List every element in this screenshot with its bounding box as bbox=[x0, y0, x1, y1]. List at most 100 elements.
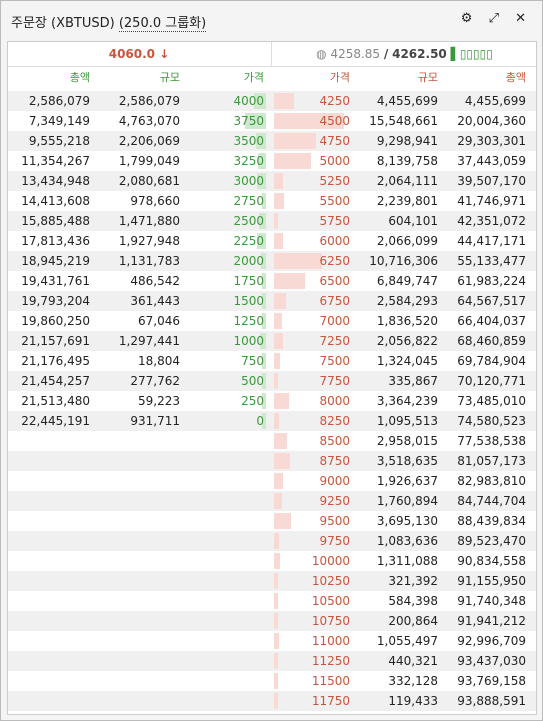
ask-price: 4500 bbox=[319, 114, 350, 128]
ask-total: 91,740,348 bbox=[457, 594, 526, 608]
header: 주문장 (XBTUSD) (250.0 그룹화) ⚙ ⤢ ✕ bbox=[1, 1, 542, 39]
index-price: ◍ 4258.85 / 4262.50 ▌▯▯▯▯▯ bbox=[271, 42, 536, 66]
bid-price: 2500 bbox=[233, 214, 264, 228]
ask-total: 73,485,010 bbox=[457, 394, 526, 408]
book-row: 13,434,948 2,080,681 3000 5250 2,064,111 39,5… bbox=[8, 171, 536, 191]
bid-size: 18,804 bbox=[138, 354, 180, 368]
depth-bar bbox=[274, 453, 290, 469]
ask-price: 10500 bbox=[311, 594, 350, 608]
book-row: 11500 332,128 93,769,158 bbox=[8, 671, 536, 691]
ask-total: 70,120,771 bbox=[457, 374, 526, 388]
ask-size: 2,239,801 bbox=[376, 194, 438, 208]
depth-bar bbox=[274, 593, 278, 609]
depth-bar bbox=[274, 673, 278, 689]
bid-total: 21,157,691 bbox=[21, 334, 90, 348]
book-row: 7,349,149 4,763,070 3750 4500 15,548,661 20,0… bbox=[8, 111, 536, 131]
bid-total: 14,413,608 bbox=[21, 194, 90, 208]
ask-total: 74,580,523 bbox=[457, 414, 526, 428]
ask-size: 2,064,111 bbox=[376, 174, 438, 188]
book-row: 9750 1,083,636 89,523,470 bbox=[8, 531, 536, 551]
depth-bar bbox=[274, 93, 295, 109]
ask-price: 4250 bbox=[319, 94, 350, 108]
depth-bar bbox=[262, 273, 266, 289]
depth-bar bbox=[257, 233, 266, 249]
bid-size: 361,443 bbox=[130, 294, 180, 308]
depth-bar bbox=[274, 613, 278, 629]
depth-bar bbox=[274, 553, 280, 569]
column-label: 총액 bbox=[505, 71, 526, 84]
bid-price: 2750 bbox=[233, 194, 264, 208]
ask-price: 10000 bbox=[311, 554, 350, 568]
depth-bar bbox=[262, 373, 266, 389]
ask-size: 1,055,497 bbox=[376, 634, 438, 648]
ask-total: 42,351,072 bbox=[457, 214, 526, 228]
ask-size: 9,298,941 bbox=[376, 134, 438, 148]
ask-price: 4750 bbox=[319, 134, 350, 148]
bid-price: 1000 bbox=[233, 334, 264, 348]
ask-total: 93,437,030 bbox=[457, 654, 526, 668]
ask-price: 7750 bbox=[319, 374, 350, 388]
ask-price: 9250 bbox=[319, 494, 350, 508]
title-text: 주문장 (XBTUSD) bbox=[11, 16, 115, 31]
order-book: 4060.0 ↓ ◍ 4258.85 / 4262.50 ▌▯▯▯▯▯ 총액 규모… bbox=[7, 41, 537, 715]
bid-price: 750 bbox=[241, 354, 264, 368]
grouping[interactable]: (250.0 그룹화) bbox=[118, 16, 207, 32]
mark-price: 4262.50 bbox=[392, 47, 447, 61]
ask-price: 7500 bbox=[319, 354, 350, 368]
ask-size: 3,695,130 bbox=[376, 514, 438, 528]
bid-size: 277,762 bbox=[130, 374, 180, 388]
ask-size: 2,056,822 bbox=[376, 334, 438, 348]
ask-total: 91,941,212 bbox=[457, 614, 526, 628]
depth-bar bbox=[274, 293, 286, 309]
book-row: 11,354,267 1,799,049 3250 5000 8,139,758 37,4… bbox=[8, 151, 536, 171]
bid-size: 1,927,948 bbox=[118, 234, 180, 248]
ask-size: 119,433 bbox=[388, 694, 438, 708]
ask-price: 6250 bbox=[319, 254, 350, 268]
depth-bar bbox=[274, 693, 278, 709]
ask-price: 11500 bbox=[311, 674, 350, 688]
index-price-text: 4258.85 bbox=[330, 47, 381, 61]
depth-bar bbox=[274, 473, 283, 489]
ask-size: 1,760,894 bbox=[376, 494, 438, 508]
bid-total: 2,586,079 bbox=[28, 94, 90, 108]
book-row: 9500 3,695,130 88,439,834 bbox=[8, 511, 536, 531]
book-row: 11250 440,321 93,437,030 bbox=[8, 651, 536, 671]
column-label: 규모 bbox=[159, 71, 180, 84]
bid-size: 1,131,783 bbox=[118, 254, 180, 268]
ask-total: 77,538,538 bbox=[457, 434, 526, 448]
ask-size: 1,324,045 bbox=[376, 354, 438, 368]
column-label: 총액 bbox=[69, 71, 90, 84]
bid-total: 7,349,149 bbox=[28, 114, 90, 128]
bid-price: 2250 bbox=[233, 234, 264, 248]
book-row: 18,945,219 1,131,783 2000 6250 10,716,306 55,… bbox=[8, 251, 536, 271]
book-row: 21,176,495 18,804 750 7500 1,324,045 69,784,9… bbox=[8, 351, 536, 371]
ask-price: 11250 bbox=[311, 654, 350, 668]
ask-price: 6500 bbox=[319, 274, 350, 288]
ask-total: 91,155,950 bbox=[457, 574, 526, 588]
ask-price: 9750 bbox=[319, 534, 350, 548]
book-row: 8500 2,958,015 77,538,538 bbox=[8, 431, 536, 451]
book-row: 19,860,250 67,046 1250 7000 1,836,520 66,404,… bbox=[8, 311, 536, 331]
depth-bar bbox=[274, 353, 280, 369]
bid-size: 1,471,880 bbox=[118, 214, 180, 228]
ask-size: 6,849,747 bbox=[376, 274, 438, 288]
book-row: 10750 200,864 91,941,212 bbox=[8, 611, 536, 631]
depth-bar bbox=[274, 653, 278, 669]
ask-total: 64,567,517 bbox=[457, 294, 526, 308]
bid-total: 19,860,250 bbox=[21, 314, 90, 328]
ask-price: 8750 bbox=[319, 454, 350, 468]
depth-bar bbox=[256, 133, 266, 149]
ask-price: 8000 bbox=[319, 394, 350, 408]
ask-price: 5250 bbox=[319, 174, 350, 188]
window-icons[interactable]: ⚙ ⤢ ✕ bbox=[460, 11, 532, 26]
bid-total: 11,354,267 bbox=[21, 154, 90, 168]
ask-price: 5000 bbox=[319, 154, 350, 168]
ask-size: 3,364,239 bbox=[376, 394, 438, 408]
bid-total: 19,793,204 bbox=[21, 294, 90, 308]
bid-price: 3250 bbox=[233, 154, 264, 168]
book-row: 10500 584,398 91,740,348 bbox=[8, 591, 536, 611]
ask-total: 44,417,171 bbox=[457, 234, 526, 248]
ask-size: 1,926,637 bbox=[376, 474, 438, 488]
ask-total: 66,404,037 bbox=[457, 314, 526, 328]
